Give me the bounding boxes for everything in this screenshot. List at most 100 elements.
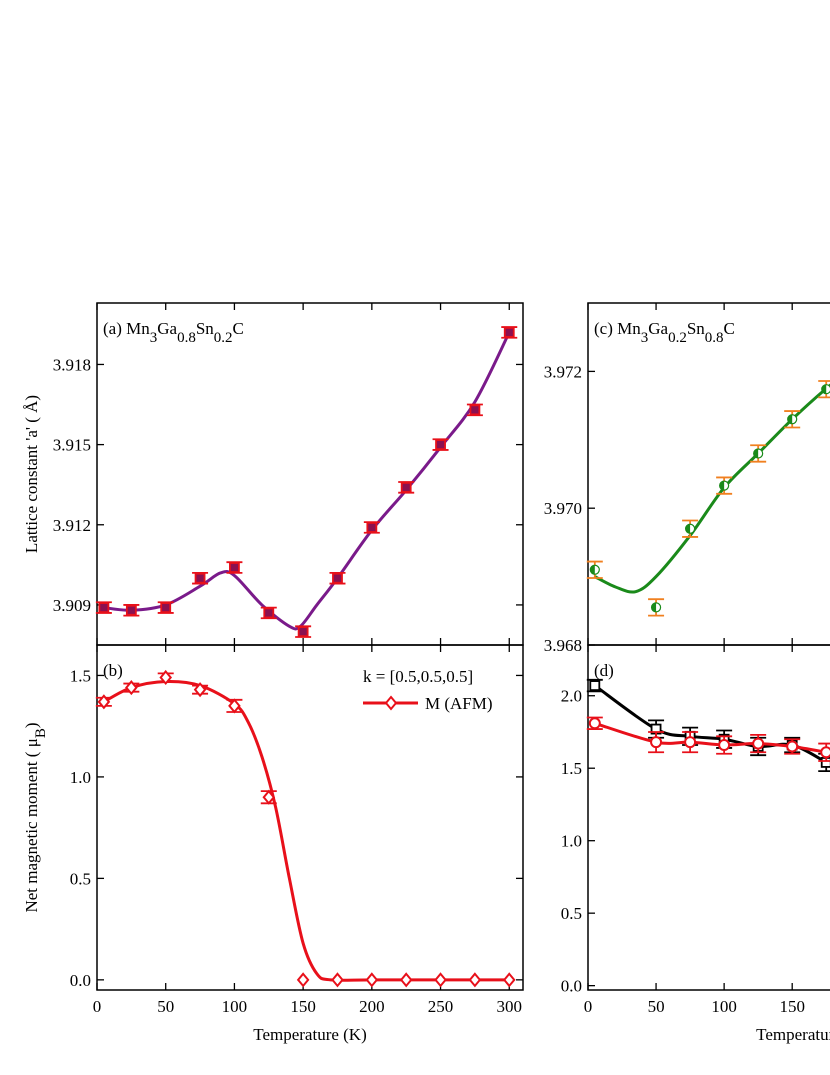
- y-tick-label: 0.0: [561, 977, 582, 996]
- panel-label-part: 0.8: [177, 330, 196, 346]
- panel-label-part: Ga: [648, 319, 668, 338]
- marker: [365, 972, 379, 988]
- x-tick-label: 50: [157, 997, 174, 1016]
- marker: [332, 572, 343, 584]
- x-tick-label: 100: [222, 997, 248, 1016]
- x-tick-label: 50: [648, 997, 665, 1016]
- marker: [503, 326, 515, 338]
- panel-label-part: (d): [594, 661, 614, 680]
- y-tick-label: 3.972: [544, 362, 582, 381]
- marker: [125, 680, 138, 696]
- fit-line: [103, 331, 511, 631]
- y-axis-label-part: ): [22, 722, 41, 728]
- marker: [194, 572, 206, 584]
- y-axis-label-part: Net magnetic moment ( μ: [22, 738, 41, 912]
- marker: [821, 384, 830, 395]
- marker: [98, 602, 110, 613]
- plot-frame: [96, 302, 524, 646]
- marker: [331, 972, 344, 988]
- marker: [718, 739, 731, 752]
- panel-label-part: C: [233, 319, 244, 338]
- marker: [650, 736, 663, 749]
- marker: [434, 972, 447, 988]
- marker: [786, 740, 799, 753]
- panel-label-part: (b): [103, 661, 123, 680]
- y-tick-label: 3.909: [53, 596, 91, 615]
- marker: [752, 737, 765, 750]
- marker-half: [719, 481, 725, 491]
- marker: [297, 626, 309, 638]
- x-tick-label: 0: [584, 997, 593, 1016]
- marker: [160, 602, 172, 613]
- marker: [719, 480, 730, 491]
- panel-label-part: C: [724, 319, 735, 338]
- y-tick-label: 1.5: [70, 666, 91, 685]
- marker: [400, 481, 412, 493]
- x-axis-label: Temperature: [756, 1025, 830, 1044]
- panel-label: (d): [594, 661, 614, 680]
- marker-half: [651, 602, 657, 612]
- marker: [589, 680, 601, 691]
- panel-label: (c) Mn3Ga0.2Sn0.8C: [594, 319, 735, 346]
- marker: [159, 669, 173, 686]
- marker: [469, 404, 481, 416]
- marker: [684, 523, 696, 534]
- panel-label: (a) Mn3Ga0.8Sn0.2C: [103, 319, 244, 346]
- y-tick-label: 0.5: [70, 869, 91, 888]
- marker: [193, 682, 207, 698]
- marker-half: [753, 448, 759, 458]
- marker-half: [787, 414, 793, 424]
- marker-half: [685, 524, 691, 534]
- marker: [589, 564, 600, 575]
- panel-label-part: Ga: [157, 319, 177, 338]
- y-tick-label: 1.0: [70, 768, 91, 787]
- x-tick-label: 150: [290, 997, 316, 1016]
- y-tick-label: 3.912: [53, 516, 91, 535]
- legend-label: M (AFM): [425, 694, 493, 713]
- marker-half: [590, 565, 595, 575]
- y-tick-label: 0.5: [561, 904, 582, 923]
- panel-label-part: (a) Mn: [103, 319, 150, 338]
- y-tick-label: 3.915: [53, 436, 91, 455]
- x-tick-label: 250: [428, 997, 454, 1016]
- marker: [787, 414, 798, 425]
- marker: [435, 439, 446, 451]
- x-tick-label: 300: [497, 997, 523, 1016]
- plot-frame: [96, 644, 524, 991]
- x-axis-label: Temperature (K): [253, 1025, 367, 1044]
- fit-line: [594, 383, 830, 594]
- panel-label: (b): [103, 661, 123, 680]
- marker: [125, 604, 137, 616]
- y-tick-label: 3.968: [544, 636, 582, 655]
- panel-label-part: Sn: [196, 319, 214, 338]
- marker: [262, 789, 276, 805]
- marker: [263, 607, 275, 619]
- marker-half: [821, 384, 827, 394]
- marker: [228, 698, 241, 714]
- panel-label-part: 0.2: [668, 330, 687, 346]
- x-tick-label: 150: [779, 997, 805, 1016]
- marker: [588, 717, 601, 730]
- marker: [502, 972, 516, 988]
- panel-label-part: 3: [641, 330, 649, 346]
- marker: [97, 694, 111, 710]
- marker: [366, 522, 378, 533]
- y-tick-label: 1.0: [561, 832, 582, 851]
- x-tick-label: 200: [359, 997, 385, 1016]
- y-tick-label: 0.0: [70, 971, 91, 990]
- marker: [684, 736, 697, 749]
- x-tick-label: 100: [711, 997, 737, 1016]
- marker: [650, 602, 662, 613]
- y-tick-label: 1.5: [561, 759, 582, 778]
- plot-frame: [587, 644, 830, 991]
- annotation: k = [0.5,0.5,0.5]: [363, 667, 473, 686]
- fit-line: [103, 679, 510, 982]
- panel-label-part: 3: [150, 330, 158, 346]
- y-axis-label: Net magnetic moment ( μB): [22, 722, 49, 912]
- marker: [468, 972, 482, 988]
- marker: [296, 972, 310, 988]
- plot-frame: [587, 302, 830, 646]
- marker: [820, 746, 830, 759]
- marker: [399, 972, 413, 988]
